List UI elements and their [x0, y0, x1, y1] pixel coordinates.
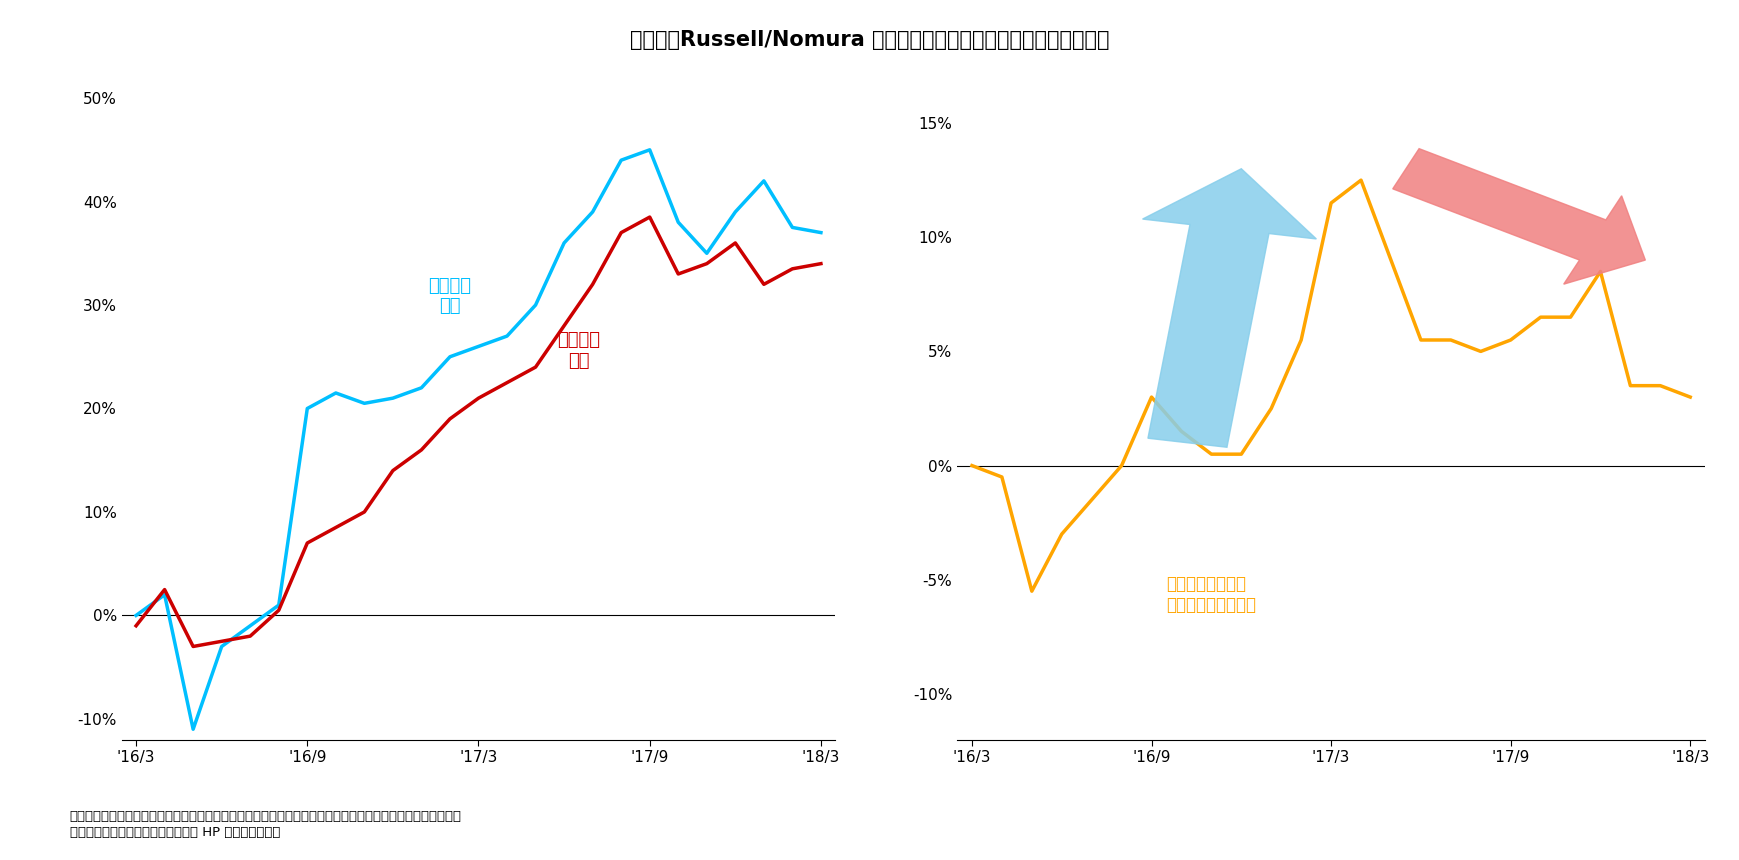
Text: グロース
指数: グロース 指数	[556, 331, 600, 370]
Text: （資料）バリュー：トータル・マーケット・バリュー指数、グロース：トータル・マーケット・グロース指数
　　ともに配当込み指数。野村證券 HP より筆者作成。: （資料）バリュー：トータル・マーケット・バリュー指数、グロース：トータル・マーケ…	[70, 810, 461, 838]
FancyArrow shape	[1143, 169, 1316, 447]
Text: 図表１：Russell/Nomura 日本株インデックスの累積リターンの推移: 図表１：Russell/Nomura 日本株インデックスの累積リターンの推移	[630, 30, 1109, 50]
FancyArrow shape	[1391, 149, 1645, 284]
Text: バリュー
指数: バリュー 指数	[428, 277, 471, 316]
Text: 「バリュー指数」
ー「グロース指数」: 「バリュー指数」 ー「グロース指数」	[1165, 575, 1256, 614]
